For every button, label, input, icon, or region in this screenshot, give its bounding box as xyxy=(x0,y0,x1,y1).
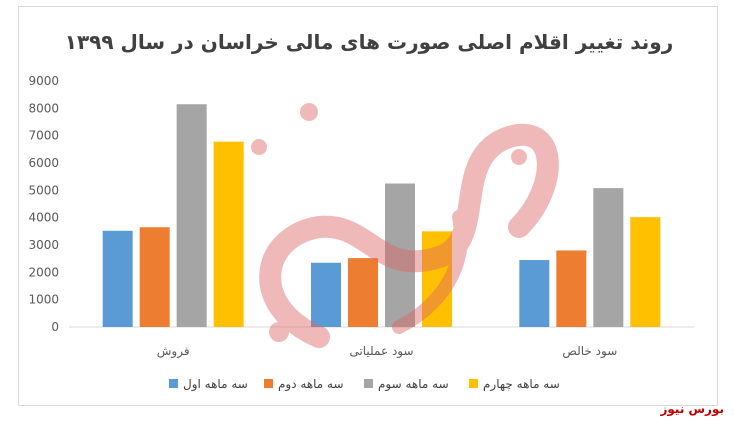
legend-swatch xyxy=(169,379,178,388)
bar xyxy=(139,227,170,327)
bar xyxy=(630,217,661,327)
legend-label: سه ماهه چهارم xyxy=(483,377,560,392)
legend-swatch xyxy=(364,379,373,388)
legend-entry: سه ماهه دوم xyxy=(264,377,344,392)
legend-swatch xyxy=(264,379,273,388)
source-label: بورس نیوز xyxy=(660,402,724,416)
category-label: فروش xyxy=(157,344,190,359)
legend-swatch xyxy=(469,379,478,388)
y-tick-label: 2000 xyxy=(28,265,59,279)
y-tick-label: 8000 xyxy=(28,101,59,115)
y-tick-label: 5000 xyxy=(28,183,59,197)
y-tick-label: 7000 xyxy=(28,129,59,143)
legend-label: سه ماهه دوم xyxy=(278,377,344,392)
category-labels: فروش سود عملیاتی سود خالص xyxy=(157,344,617,359)
y-tick-label: 1000 xyxy=(28,293,59,307)
axis-layer: 0 1000 2000 3000 4000 5000 6000 7000 8000 9000 xyxy=(28,74,694,334)
legend-entry: سه ماهه اول xyxy=(169,377,248,392)
bar xyxy=(348,258,378,327)
bar xyxy=(593,188,624,327)
bar xyxy=(213,141,244,327)
watermark-logo xyxy=(251,103,559,348)
bars-layer xyxy=(102,104,661,327)
y-tick-label: 6000 xyxy=(28,156,59,170)
bar xyxy=(311,262,341,327)
bar xyxy=(385,183,415,327)
chart-title: روند تغییر اقلام اصلی صورت های مالی خراس… xyxy=(65,30,674,54)
bar xyxy=(176,104,207,327)
y-tick-label: 9000 xyxy=(28,74,59,88)
y-tick-label: 3000 xyxy=(28,238,59,252)
legend-label: سه ماهه سوم xyxy=(378,377,449,392)
y-tick-label: 0 xyxy=(51,320,59,334)
chart-svg: روند تغییر اقلام اصلی صورت های مالی خراس… xyxy=(28,30,694,392)
category-label: سود خالص xyxy=(562,344,617,359)
y-tick-label: 4000 xyxy=(28,211,59,225)
bar xyxy=(556,250,587,327)
chart-frame: روند تغییر اقلام اصلی صورت های مالی خراس… xyxy=(18,6,718,406)
category-label: سود عملیاتی xyxy=(349,344,413,359)
bar xyxy=(519,260,550,327)
legend: سه ماهه اول سه ماهه دوم سه ماهه سوم سه ماهه… xyxy=(169,377,560,392)
legend-entry: سه ماهه چهارم xyxy=(469,377,560,392)
legend-label: سه ماهه اول xyxy=(183,377,248,392)
bar xyxy=(422,231,452,327)
bar xyxy=(102,230,133,327)
legend-entry: سه ماهه سوم xyxy=(364,377,449,392)
